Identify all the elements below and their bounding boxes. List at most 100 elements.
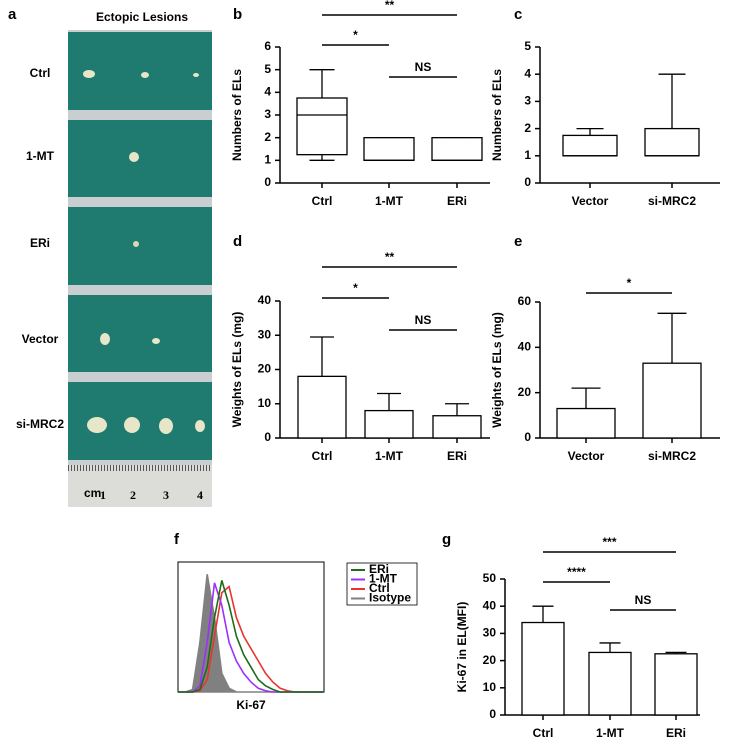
y-tick-label: 0 (264, 430, 271, 444)
y-tick-label: 20 (258, 362, 272, 376)
lesion (193, 73, 199, 77)
y-tick-label: 20 (518, 385, 532, 399)
significance-label: * (353, 28, 358, 42)
y-tick-label: 2 (524, 121, 531, 135)
y-tick-label: 0 (524, 430, 531, 444)
panel-label: e (514, 233, 522, 250)
box (296, 97, 348, 156)
x-tick-label: 1-MT (375, 194, 404, 208)
panel-label: a (8, 6, 17, 23)
lesion (129, 152, 139, 162)
ruler-number: 1 (100, 488, 106, 502)
y-tick-label: 0 (489, 707, 496, 721)
legend-label: Ctrl (369, 581, 390, 595)
y-tick-label: 3 (524, 94, 531, 108)
photo-row (68, 207, 212, 285)
lesion (141, 72, 149, 78)
y-axis-label: Ki-67 in EL(MFI) (455, 602, 469, 693)
significance-label: * (353, 281, 358, 295)
significance-label: NS (415, 60, 432, 74)
y-tick-label: 10 (483, 680, 497, 694)
x-tick-label: Vector (572, 194, 609, 208)
histogram-line (178, 580, 324, 693)
y-tick-label: 5 (264, 62, 271, 76)
bar (521, 621, 565, 716)
y-tick-label: 40 (258, 293, 272, 307)
panel-label: g (442, 531, 451, 548)
lesion (195, 420, 205, 432)
lesion (83, 70, 95, 78)
bar (297, 375, 347, 439)
photo-row (68, 120, 212, 197)
y-axis-label: Weights of ELs (mg) (230, 312, 244, 428)
lesion (124, 417, 140, 433)
lesion (100, 333, 110, 345)
y-tick-label: 40 (518, 340, 532, 354)
bar (654, 653, 698, 716)
ruler-number: 3 (163, 488, 169, 502)
significance-label: NS (635, 593, 652, 607)
y-tick-label: 2 (264, 130, 271, 144)
ruler-number: 4 (197, 488, 203, 502)
x-tick-label: ERi (666, 726, 686, 738)
row-label: Vector (22, 332, 59, 346)
box (562, 134, 618, 157)
photo-title: Ectopic Lesions (96, 10, 188, 24)
significance-label: ** (385, 0, 395, 12)
ruler-number: 2 (130, 488, 136, 502)
lesion (87, 417, 107, 433)
lesion (152, 338, 160, 344)
y-tick-label: 4 (524, 66, 531, 80)
y-tick-label: 30 (258, 327, 272, 341)
bar (556, 407, 616, 439)
photo-panel: a Ectopic Lesions cm (8, 6, 212, 507)
bar (432, 415, 482, 439)
lesion (159, 418, 173, 434)
significance-label: *** (602, 535, 616, 549)
panel-label: c (514, 6, 522, 23)
row-label: si-MRC2 (16, 417, 64, 431)
x-tick-label: 1-MT (596, 726, 625, 738)
y-tick-label: 50 (483, 571, 497, 585)
significance-label: **** (567, 565, 586, 579)
x-tick-label: Ctrl (312, 449, 333, 463)
photo-row (68, 295, 212, 372)
y-tick-label: 1 (524, 148, 531, 162)
row-label: 1-MT (26, 149, 55, 163)
y-axis-label: Numbers of ELs (230, 69, 244, 161)
x-tick-label: 1-MT (375, 449, 404, 463)
row-label: Ctrl (30, 66, 51, 80)
y-tick-label: 10 (258, 396, 272, 410)
box (644, 127, 700, 157)
ruler-unit: cm (84, 486, 101, 500)
ruler (68, 465, 212, 507)
x-tick-label: Ctrl (312, 194, 333, 208)
y-tick-label: 0 (524, 175, 531, 189)
row-label: ERi (30, 236, 50, 250)
y-tick-label: 40 (483, 598, 497, 612)
y-tick-label: 4 (264, 85, 271, 99)
bar (364, 409, 414, 439)
y-tick-label: 1 (264, 153, 271, 167)
legend-label: ERi (369, 562, 389, 576)
x-tick-label: si-MRC2 (648, 194, 696, 208)
bar (588, 651, 632, 716)
y-tick-label: 30 (483, 626, 497, 640)
legend-label: Isotype (369, 591, 411, 605)
y-tick-label: 20 (483, 653, 497, 667)
y-tick-label: 0 (264, 175, 271, 189)
box (363, 137, 415, 161)
panel-label: f (174, 531, 180, 548)
panel-label: d (233, 233, 242, 250)
y-axis-label: Weights of ELs (mg) (490, 312, 504, 428)
significance-label: * (627, 276, 632, 290)
x-axis-label: Ki-67 (236, 698, 266, 712)
x-tick-label: si-MRC2 (648, 449, 696, 463)
box (431, 137, 483, 161)
x-tick-label: Ctrl (533, 726, 554, 738)
legend-label: 1-MT (369, 572, 398, 586)
y-tick-label: 3 (264, 107, 271, 121)
y-axis-label: Numbers of ELs (490, 69, 504, 161)
significance-label: NS (415, 313, 432, 327)
